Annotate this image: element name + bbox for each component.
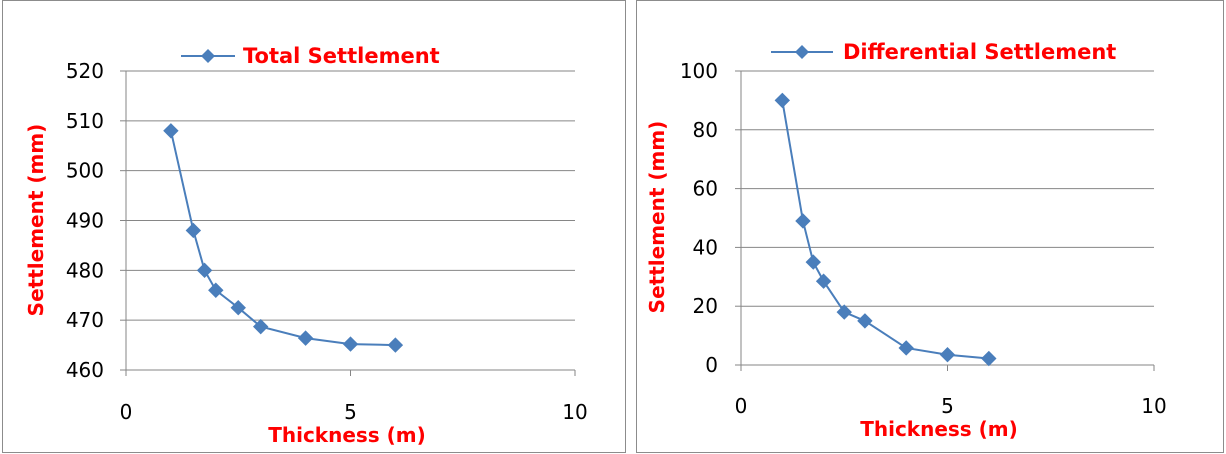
x-tick-label: 0: [735, 394, 748, 418]
legend-marker: [201, 49, 215, 63]
x-axis-title: Thickness (m): [268, 423, 426, 447]
data-point: [297, 330, 314, 346]
y-axis-title: Settlement (mm): [645, 121, 669, 314]
y-tick-label: 20: [693, 294, 718, 318]
data-point: [774, 92, 791, 109]
y-tick-label: 80: [693, 118, 718, 142]
data-point: [387, 337, 404, 353]
y-tick-label: 520: [66, 59, 104, 83]
x-tick-label: 5: [344, 400, 357, 424]
y-tick-label: 100: [680, 59, 718, 83]
y-tick-label: 460: [66, 358, 104, 382]
legend-label: Total Settlement: [243, 44, 440, 68]
y-tick-label: 490: [66, 209, 104, 233]
y-tick-label: 470: [66, 308, 104, 332]
x-tick-label: 5: [941, 394, 954, 418]
data-point: [163, 123, 179, 139]
data-point: [815, 273, 832, 289]
x-tick-label: 10: [1141, 394, 1166, 418]
data-point: [196, 262, 213, 279]
y-tick-label: 510: [66, 109, 104, 133]
y-axis-title: Settlement (mm): [24, 124, 48, 317]
data-point: [795, 213, 811, 229]
data-point: [252, 318, 269, 335]
data-point: [805, 254, 821, 270]
x-axis-title: Thickness (m): [860, 417, 1018, 441]
y-tick-label: 40: [693, 235, 718, 259]
y-tick-label: 0: [705, 353, 718, 377]
x-tick-label: 10: [562, 400, 587, 424]
data-point: [939, 347, 956, 363]
data-point: [342, 336, 359, 352]
differential-settlement-chart: 0 20 40 60 80 100 0 5 10 Thickness (m) Settlement …: [645, 40, 1167, 441]
total-settlement-chart-panel: 460 470 480 490 500 510 520 0 5 10 Thickness (m) Se…: [2, 0, 626, 453]
series-line: [781, 100, 989, 360]
series-line: [169, 130, 396, 347]
y-tick-label: 500: [66, 159, 104, 183]
data-point: [981, 350, 997, 367]
data-point: [208, 282, 224, 298]
y-tick-label: 480: [66, 258, 104, 282]
y-tick-label: 60: [693, 177, 718, 201]
x-tick-label: 0: [120, 400, 133, 424]
data-point: [857, 313, 873, 329]
legend-marker: [795, 45, 809, 59]
legend-label: Differential Settlement: [843, 40, 1116, 64]
differential-settlement-chart-panel: 0 20 40 60 80 100 0 5 10 Thickness (m) Settlement …: [636, 0, 1224, 453]
data-point: [230, 300, 246, 316]
data-point: [836, 304, 852, 320]
data-point: [898, 340, 914, 356]
data-point: [185, 222, 202, 239]
